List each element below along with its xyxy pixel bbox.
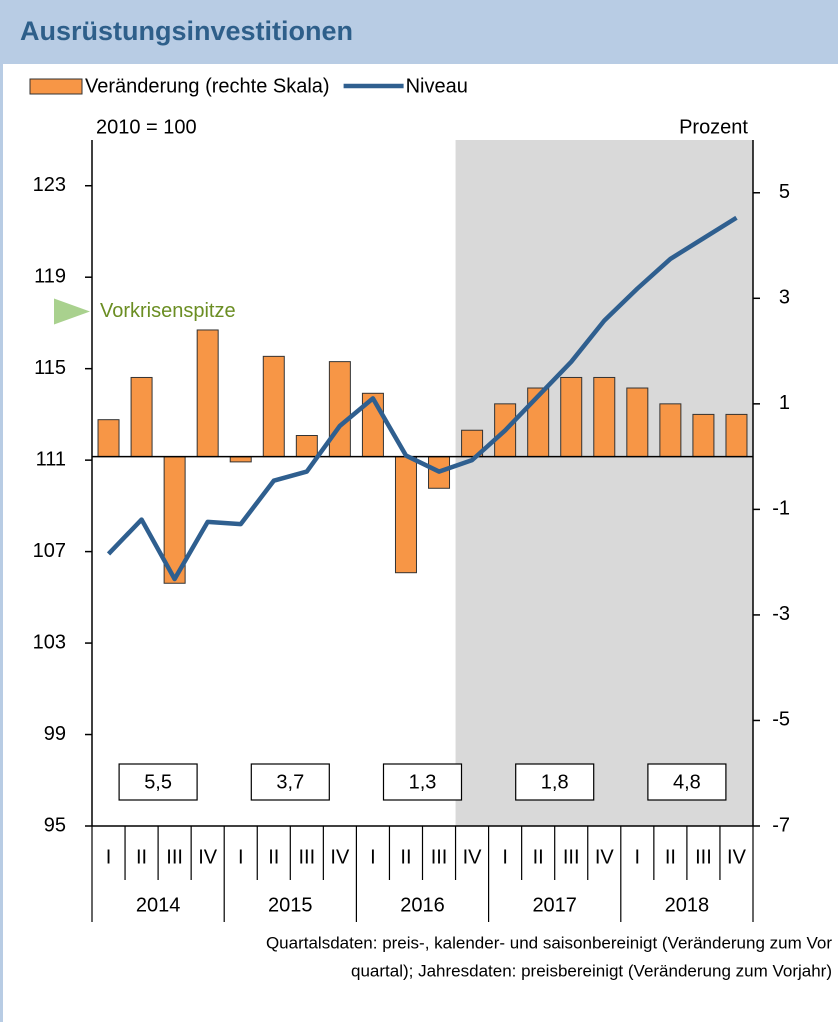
x-tick-label: IV	[595, 846, 615, 868]
x-tick-label: IV	[463, 846, 483, 868]
y-tick-label: 103	[33, 631, 66, 653]
bar	[328, 361, 351, 458]
annual-label: 1,3	[409, 771, 437, 793]
x-tick-label: III	[563, 846, 580, 868]
bar	[659, 403, 682, 458]
bar	[626, 387, 649, 458]
y2-tick-label: 3	[779, 287, 790, 309]
bar	[394, 456, 417, 574]
annual-box	[118, 763, 198, 801]
y-tick-label: 115	[34, 357, 66, 379]
legend-swatch	[29, 78, 83, 95]
legend-label: Niveau	[406, 75, 468, 97]
x-tick-label: III	[431, 846, 448, 868]
y-tick-label: 111	[36, 448, 66, 470]
annual-label: 1,8	[541, 771, 569, 793]
annotation-marker	[54, 298, 90, 325]
x-tick-label: II	[400, 846, 411, 868]
bar	[229, 456, 252, 463]
bar	[196, 329, 219, 458]
bar	[725, 413, 748, 458]
y2-tick-label: -5	[772, 709, 790, 731]
y2-tick-label: -3	[772, 603, 790, 625]
annual-box	[647, 763, 727, 801]
header-band	[0, 0, 838, 64]
y2-axis-label: Prozent	[679, 116, 748, 138]
x-tick-label: IV	[727, 846, 747, 868]
x-tick-label: I	[635, 846, 641, 868]
y2-tick-label: 5	[779, 181, 790, 203]
x-tick-label: II	[533, 846, 544, 868]
bar	[262, 355, 285, 458]
bar	[560, 376, 583, 458]
x-tick-label: I	[370, 846, 376, 868]
x-tick-label: III	[298, 846, 315, 868]
bar	[97, 419, 120, 458]
x-tick-label: III	[695, 846, 712, 868]
bar	[593, 376, 616, 458]
y2-tick-label: -1	[772, 498, 790, 520]
annual-label: 4,8	[673, 771, 701, 793]
chart-title: Ausrüstungsinvestitionen	[20, 16, 353, 46]
y-axis-label: 2010 = 100	[96, 116, 197, 138]
footnote: Quartalsdaten: preis-, kalender- und sai…	[266, 933, 832, 952]
y2-tick-label: 1	[779, 392, 790, 414]
annual-box	[515, 763, 595, 801]
year-label: 2018	[665, 894, 710, 916]
x-tick-label: II	[136, 846, 147, 868]
annotation-text: Vorkrisenspitze	[100, 300, 236, 322]
footnote: quartal); Jahresdaten: preisbereinigt (V…	[351, 961, 832, 980]
bar	[692, 413, 715, 458]
x-tick-label: II	[268, 846, 279, 868]
year-label: 2016	[400, 894, 445, 916]
x-tick-label: II	[665, 846, 676, 868]
left-border	[0, 64, 3, 1022]
x-tick-label: IV	[330, 846, 350, 868]
y-tick-label: 107	[33, 540, 66, 562]
y-tick-label: 123	[33, 174, 66, 196]
y-tick-label: 95	[44, 814, 66, 836]
x-tick-label: I	[502, 846, 508, 868]
shade	[455, 140, 753, 826]
x-tick-label: I	[238, 846, 244, 868]
annual-label: 3,7	[276, 771, 304, 793]
annual-box	[382, 763, 463, 801]
line	[106, 215, 738, 582]
annual-label: 5,5	[144, 771, 172, 793]
x-tick-label: IV	[198, 846, 218, 868]
bar	[130, 376, 153, 458]
year-label: 2014	[136, 894, 181, 916]
y-tick-label: 99	[44, 723, 66, 745]
year-label: 2017	[532, 894, 577, 916]
y-tick-label: 119	[34, 265, 66, 287]
annual-box	[250, 763, 330, 801]
year-label: 2015	[268, 894, 313, 916]
bar	[295, 435, 318, 458]
x-tick-label: III	[166, 846, 183, 868]
legend-label: Veränderung (rechte Skala)	[85, 75, 330, 97]
y2-tick-label: -7	[772, 814, 790, 836]
x-tick-label: I	[106, 846, 112, 868]
